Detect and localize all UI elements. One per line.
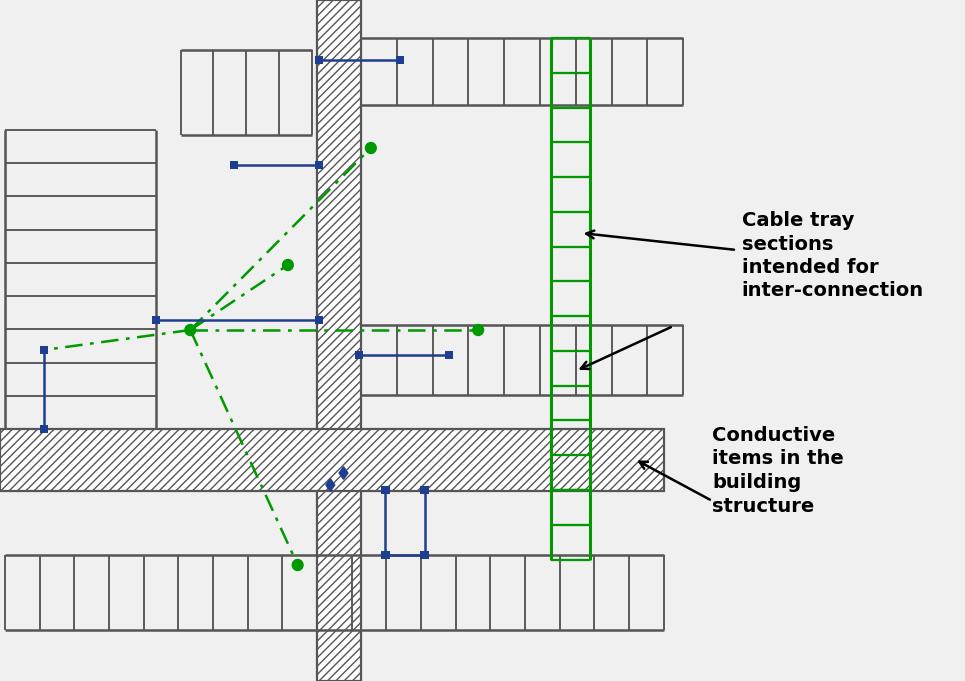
Bar [381, 551, 390, 559]
Bar [0, 429, 664, 491]
Bar [152, 316, 160, 324]
Bar [445, 351, 453, 360]
Bar [40, 425, 48, 433]
Bar [421, 551, 428, 559]
Circle shape [292, 560, 303, 571]
Text: Cable tray
sections
intended for
inter-connection: Cable tray sections intended for inter-c… [742, 211, 924, 300]
Bar [355, 351, 363, 360]
Bar [315, 161, 323, 170]
Circle shape [473, 325, 483, 336]
Bar [421, 486, 428, 494]
Text: Conductive
items in the
building
structure: Conductive items in the building structu… [712, 426, 844, 516]
Bar [40, 346, 48, 354]
Bar [396, 56, 404, 64]
Bar [317, 0, 361, 681]
Bar [315, 316, 323, 324]
Bar [381, 486, 390, 494]
Circle shape [283, 259, 293, 270]
Bar [315, 56, 323, 64]
Bar [230, 161, 238, 170]
Polygon shape [339, 466, 348, 479]
Circle shape [185, 325, 196, 336]
Circle shape [366, 142, 376, 153]
Polygon shape [326, 479, 335, 491]
